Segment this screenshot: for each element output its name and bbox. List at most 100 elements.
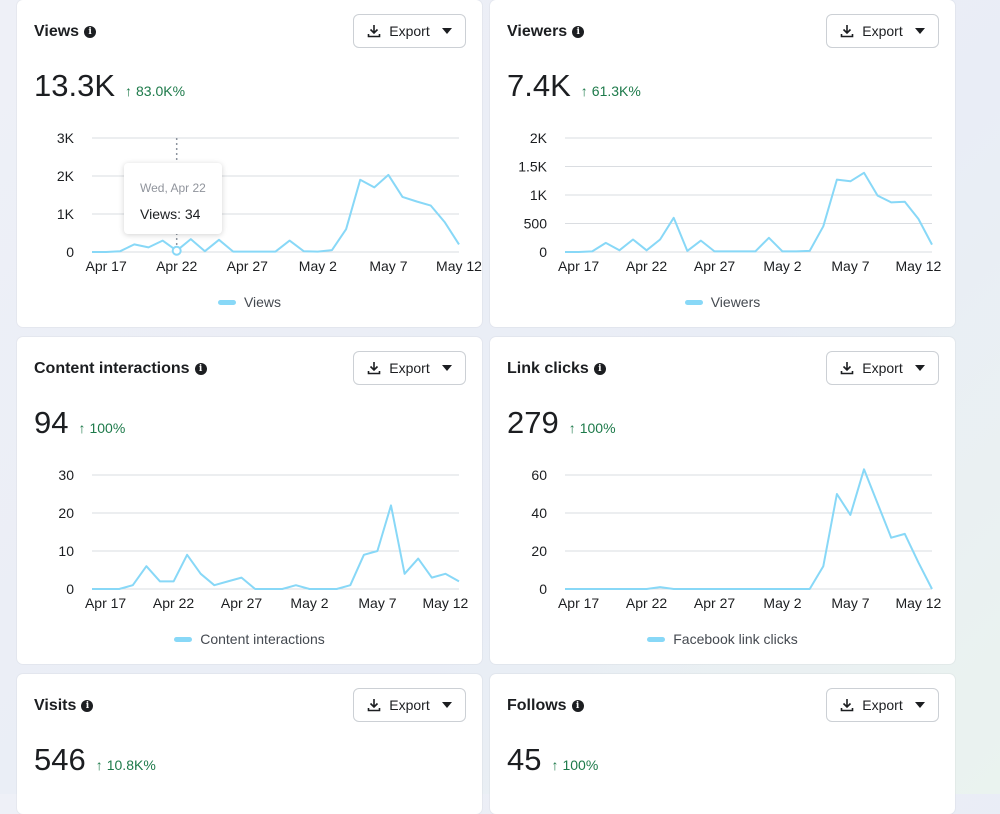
- info-icon[interactable]: i: [593, 363, 606, 375]
- metric-delta: ↑ 100%: [569, 420, 616, 436]
- metric-number: 279: [507, 405, 559, 440]
- card-title-text: Link clicks: [507, 360, 589, 377]
- viewers-chart[interactable]: 0 500 1K 1.5K 2K Apr 17 Apr 22 Apr 27 May 2 May 7…: [490, 0, 955, 327]
- y-tick-label: 0: [66, 581, 74, 597]
- card-title-text: Views: [34, 23, 80, 40]
- card-title-text: Visits: [34, 697, 77, 714]
- x-tick-label: May 12: [895, 258, 941, 274]
- y-tick-label: 2K: [57, 168, 75, 184]
- metric-value: 546 ↑ 10.8K%: [34, 742, 156, 778]
- views-chart[interactable]: 0 1K 2K 3K Apr 17 Apr 22 Apr 27 May 2 May 7 May 1…: [17, 0, 482, 327]
- x-tick-label: Apr 22: [153, 595, 194, 611]
- x-tick-label: Apr 27: [221, 595, 262, 611]
- chart-legend: Views: [17, 294, 482, 310]
- x-tick-label: Apr 27: [694, 595, 735, 611]
- info-icon[interactable]: i: [572, 26, 585, 38]
- card-title: Visits i: [34, 697, 94, 715]
- tooltip-value: Views: 34: [140, 206, 201, 222]
- x-tick-label: May 12: [436, 258, 482, 274]
- y-tick-label: 1K: [57, 206, 75, 222]
- export-label: Export: [389, 697, 430, 713]
- y-tick-label: 20: [531, 543, 547, 559]
- export-button[interactable]: Export: [826, 351, 939, 385]
- download-icon: [367, 25, 381, 38]
- x-tick-label: Apr 17: [558, 595, 599, 611]
- card-title: Views i: [34, 23, 97, 41]
- arrow-up-icon: ↑: [95, 757, 103, 773]
- chevron-down-icon: [441, 702, 452, 708]
- metric-number: 7.4K: [507, 68, 571, 103]
- follows-card: Follows i Export 45 ↑ 100%: [490, 674, 955, 814]
- legend-swatch: [217, 299, 236, 305]
- export-button[interactable]: Export: [353, 351, 466, 385]
- y-tick-label: 500: [524, 216, 548, 232]
- series-line: [92, 504, 460, 590]
- metric-value: 94 ↑ 100%: [34, 405, 125, 441]
- arrow-up-icon: ↑: [568, 420, 576, 436]
- metric-value: 45 ↑ 100%: [507, 742, 598, 778]
- export-button[interactable]: Export: [826, 688, 939, 722]
- metric-delta: ↑ 100%: [551, 757, 598, 773]
- download-icon: [840, 699, 854, 712]
- x-tick-label: May 7: [831, 258, 869, 274]
- arrow-up-icon: ↑: [551, 757, 559, 773]
- export-label: Export: [389, 360, 430, 376]
- viewers-card: Viewers i Export 7.4K ↑ 61.3K% 0 500 1K 1.5K…: [490, 0, 955, 327]
- link-clicks-chart[interactable]: 0 20 40 60 Apr 17 Apr 22 Apr 27 May 2 May 7 May 1…: [490, 337, 955, 664]
- card-title: Link clicks i: [507, 360, 606, 378]
- legend-swatch: [684, 299, 703, 305]
- export-button[interactable]: Export: [353, 688, 466, 722]
- series-line: [565, 468, 933, 590]
- hover-point: [171, 245, 182, 256]
- tooltip-date: Wed, Apr 22: [140, 181, 206, 195]
- x-tick-label: May 7: [358, 595, 396, 611]
- download-icon: [840, 362, 854, 375]
- download-icon: [840, 25, 854, 38]
- y-tick-label: 0: [539, 581, 547, 597]
- y-tick-label: 20: [58, 505, 74, 521]
- delta-text: 83.0K%: [136, 83, 186, 99]
- y-tick-label: 0: [66, 244, 74, 260]
- y-tick-label: 0: [539, 244, 547, 260]
- download-icon: [367, 699, 381, 712]
- info-icon[interactable]: i: [571, 700, 584, 712]
- x-tick-label: Apr 22: [626, 258, 667, 274]
- arrow-up-icon: ↑: [580, 83, 588, 99]
- legend-label: Views: [243, 294, 282, 310]
- legend-label: Viewers: [710, 294, 761, 310]
- y-tick-label: 1.5K: [518, 159, 547, 175]
- views-card: Views i Export 13.3K ↑ 83.0K% 0 1K 2K 3K Apr …: [17, 0, 482, 327]
- x-tick-label: May 7: [369, 258, 407, 274]
- card-title-text: Content interactions: [34, 360, 190, 377]
- chevron-down-icon: [914, 28, 925, 34]
- metric-number: 94: [34, 405, 69, 440]
- x-tick-label: May 2: [299, 258, 337, 274]
- export-label: Export: [389, 23, 430, 39]
- info-icon[interactable]: i: [81, 700, 94, 712]
- export-button[interactable]: Export: [353, 14, 466, 48]
- chevron-down-icon: [441, 365, 452, 371]
- content-interactions-chart[interactable]: 0 10 20 30 Apr 17 Apr 22 Apr 27 May 2 May 7 May 1…: [17, 337, 482, 664]
- chart-legend: Facebook link clicks: [490, 631, 955, 647]
- export-label: Export: [862, 23, 903, 39]
- card-title: Follows i: [507, 697, 584, 715]
- delta-text: 61.3K%: [591, 83, 641, 99]
- x-tick-label: May 2: [763, 258, 801, 274]
- y-tick-label: 2K: [530, 130, 548, 146]
- metric-delta: ↑ 100%: [78, 420, 125, 436]
- chart-legend: Viewers: [490, 294, 955, 310]
- x-tick-label: Apr 17: [85, 595, 126, 611]
- x-tick-label: Apr 22: [156, 258, 197, 274]
- y-tick-label: 40: [531, 505, 547, 521]
- y-tick-label: 1K: [530, 187, 548, 203]
- y-tick-label: 30: [58, 467, 74, 483]
- info-icon[interactable]: i: [194, 363, 207, 375]
- export-button[interactable]: Export: [826, 14, 939, 48]
- y-tick-label: 10: [58, 543, 74, 559]
- x-tick-label: May 7: [831, 595, 869, 611]
- info-icon[interactable]: i: [84, 26, 97, 38]
- y-tick-label: 3K: [57, 130, 75, 146]
- legend-label: Facebook link clicks: [673, 631, 798, 647]
- arrow-up-icon: ↑: [125, 83, 133, 99]
- metric-number: 13.3K: [34, 68, 116, 103]
